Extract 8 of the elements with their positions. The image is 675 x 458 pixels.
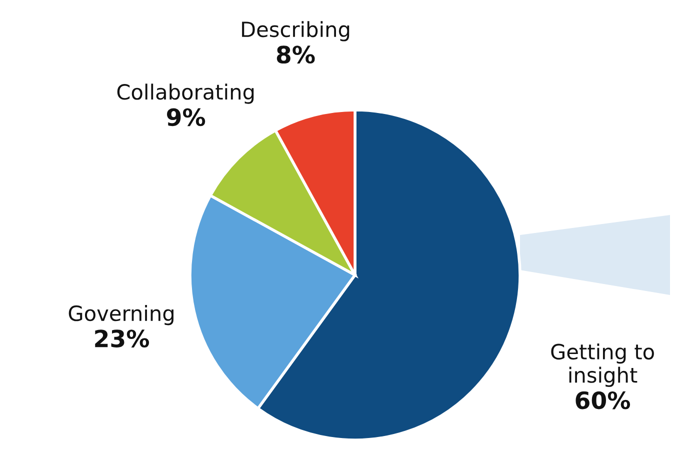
data-label: 8% xyxy=(276,46,315,64)
slice-label: Governing xyxy=(68,305,174,326)
slice-label: Getting to insight xyxy=(551,343,654,387)
data-label: 23% xyxy=(95,330,150,348)
slice-label: Collaborating xyxy=(117,84,254,104)
data-label: 60% xyxy=(576,391,630,410)
slice-label: Describing xyxy=(242,21,350,42)
data-label: 9% xyxy=(167,108,206,126)
